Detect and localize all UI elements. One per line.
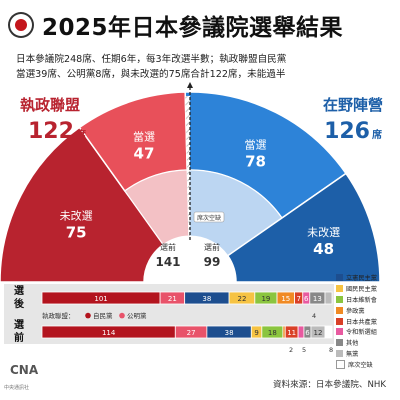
- bar-value-label: 19: [261, 295, 270, 303]
- opposition-not-reelected-value: 48: [313, 240, 334, 258]
- legend-item: 其他: [336, 337, 398, 348]
- legend-swatch-icon: [336, 306, 343, 314]
- komeito-swatch-icon: [119, 312, 125, 319]
- legend-label: 令和新選組: [346, 329, 377, 337]
- legend-item: 國民民主黨: [336, 283, 398, 294]
- ruling-legend-title: 執政聯盟：: [42, 311, 75, 320]
- ldp-legend-label: 自民黨: [93, 311, 113, 320]
- bar-value-label: 11: [287, 329, 296, 337]
- opposition-not-reelected-arc: [226, 172, 381, 283]
- party-legend: 立憲民主黨國民民主黨日本維新會參政黨日本共產黨令和新選組其他無黨席次空缺: [336, 272, 398, 370]
- legend-label: 國民民主黨: [346, 285, 377, 293]
- description: 日本參議院248席、任期6年，每3年改選半數；執政聯盟自民黨 當選39席、公明黨…: [16, 52, 386, 82]
- bar-segment: [324, 325, 333, 339]
- bar-value-label: 9: [254, 329, 258, 337]
- bar-value-label: 13: [313, 295, 322, 303]
- bar-value-label: 101: [94, 295, 107, 303]
- bar-value-label: 114: [102, 329, 116, 337]
- legend-label: 無黨: [346, 351, 359, 359]
- bar-extra-label: 5: [302, 346, 306, 354]
- description-line: 日本參議院248席、任期6年，每3年改選半數；執政聯盟自民黨: [16, 54, 287, 65]
- legend-swatch-icon: [336, 295, 343, 303]
- legend-swatch-icon: [336, 350, 343, 358]
- legend-item: 席次空缺: [336, 359, 398, 370]
- bar-segment: [324, 291, 333, 305]
- bar-value-label: 6: [305, 329, 310, 337]
- opposition-elected-label: 當選: [245, 139, 267, 152]
- bar-value-label: 38: [202, 295, 211, 303]
- bar-value-label: 18: [268, 329, 277, 337]
- legend-swatch-icon: [336, 328, 343, 336]
- ruling-pre-label: 選前: [160, 242, 176, 252]
- opposition-elected-value: 78: [245, 153, 266, 171]
- ldp-swatch-icon: [85, 312, 91, 319]
- ruling-elected-label: 當選: [133, 130, 155, 143]
- ruling-not-reelected-value: 75: [66, 223, 87, 241]
- legend-item: 無黨: [336, 348, 398, 359]
- legend-swatch-icon: [336, 339, 343, 347]
- opposition-group-name: 在野陣營: [323, 96, 383, 114]
- cna-logo: CNA: [10, 363, 39, 377]
- legend-item: 參政黨: [336, 305, 398, 316]
- opposition-pre-label: 選前: [204, 242, 220, 252]
- cna-logo-sub: 中央通訊社: [4, 385, 30, 391]
- legend-item: 令和新選組: [336, 326, 398, 337]
- bar-value-label: 12: [314, 329, 323, 337]
- bar-row-label: 前: [14, 331, 24, 344]
- source-note: 資料來源：日本參議院、NHK: [272, 380, 386, 390]
- bar-row-label: 選: [14, 284, 24, 297]
- ruling-group-total: 122 席: [28, 119, 86, 144]
- bar-segment: [297, 325, 305, 339]
- legend-item: 日本維新會: [336, 294, 398, 305]
- ruling-group-name: 執政聯盟: [20, 96, 80, 114]
- flag-sun-icon: [15, 19, 27, 31]
- vacant-tag-label: 席次空缺: [197, 214, 221, 222]
- legend-label: 日本共產黨: [346, 318, 377, 326]
- komeito-legend-label: 公明黨: [127, 311, 147, 320]
- bar-value-label: 15: [281, 295, 290, 303]
- legend-item: 日本共產黨: [336, 316, 398, 327]
- legend-label: 參政黨: [346, 307, 365, 315]
- legend-label: 其他: [346, 340, 359, 348]
- ruling-not-reelected-arc: [0, 126, 165, 283]
- bar-row-label: 選: [14, 318, 24, 331]
- bar-extra-label: 4: [312, 312, 316, 320]
- bar-row-label: 後: [14, 297, 25, 310]
- vacant-seat-arc: [185, 96, 190, 237]
- ruling-not-reelected-label: 未改選: [60, 208, 93, 222]
- legend-label: 立憲民主黨: [346, 274, 377, 282]
- bar-value-label: 22: [237, 295, 246, 303]
- bar-value-label: 27: [187, 329, 196, 337]
- legend-swatch-icon: [336, 360, 345, 370]
- description-line: 當選39席、公明黨8席，與未改選的75席合計122席，未能過半: [16, 69, 286, 80]
- opposition-pre-value: 99: [204, 255, 221, 269]
- bar-value-label: 6: [304, 295, 309, 303]
- legend-swatch-icon: [336, 317, 343, 325]
- page-title: 2025年日本參議院選舉結果: [42, 15, 344, 41]
- legend-label: 日本維新會: [346, 296, 377, 304]
- legend-item: 立憲民主黨: [336, 272, 398, 283]
- bar-extra-label: 8: [329, 346, 333, 354]
- legend-label: 席次空缺: [348, 362, 373, 370]
- bar-value-label: 7: [296, 295, 300, 303]
- ruling-pre-value: 141: [155, 255, 180, 269]
- bar-value-label: 38: [225, 329, 234, 337]
- legend-swatch-icon: [336, 273, 343, 281]
- legend-swatch-icon: [336, 284, 343, 292]
- opposition-group-total: 126 席: [324, 119, 382, 144]
- vacant-tag: [193, 211, 225, 223]
- opposition-not-reelected-label: 未改選: [307, 225, 340, 239]
- bar-extra-label: 2: [289, 346, 293, 354]
- ruling-elected-value: 47: [134, 144, 155, 162]
- bar-value-label: 21: [168, 295, 177, 303]
- majority-arrow-icon: [187, 82, 193, 88]
